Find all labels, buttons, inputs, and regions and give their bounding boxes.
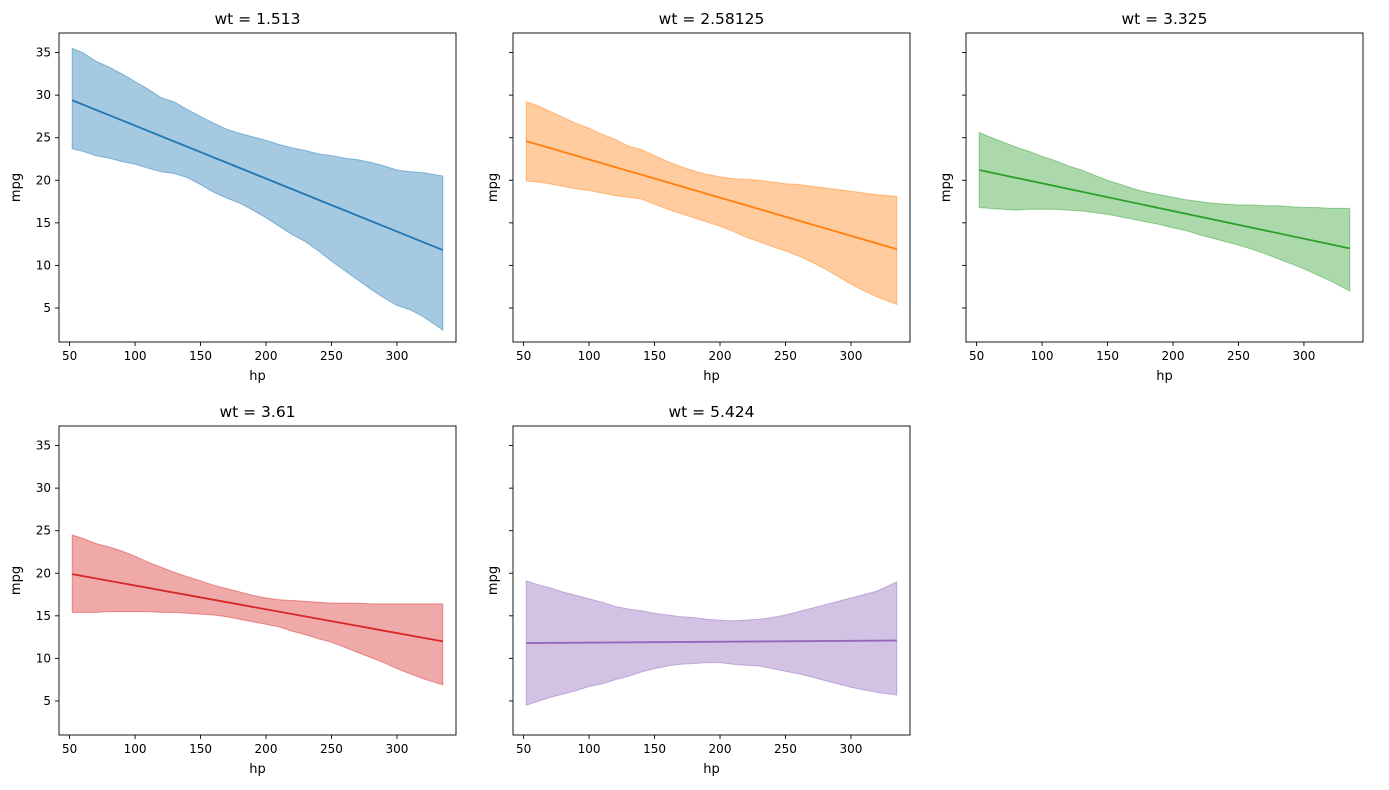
panel-title: wt = 5.424	[669, 403, 755, 421]
y-tick-label: 25	[36, 131, 51, 145]
y-axis-label: mpg	[486, 173, 501, 202]
y-axis-label: mpg	[9, 566, 24, 595]
x-tick-label: 50	[62, 349, 77, 363]
x-tick-label: 150	[189, 742, 212, 756]
x-tick-label: 100	[124, 349, 147, 363]
y-tick-label: 25	[36, 524, 51, 538]
y-tick-label: 15	[36, 609, 51, 623]
x-tick-label: 100	[124, 742, 147, 756]
panels: 50 100 150 200 250 300 5 10 15 20 25 30 35 hp mpg wt = …	[9, 10, 1364, 777]
x-tick-label: 200	[709, 742, 732, 756]
x-tick-label: 250	[774, 349, 797, 363]
x-axis-label: hp	[703, 369, 720, 384]
axes-frame	[512, 425, 911, 736]
y-tick-label: 15	[36, 216, 51, 230]
x-tick-label: 300	[385, 742, 408, 756]
confidence-band	[71, 534, 444, 686]
x-axis-label: hp	[249, 369, 266, 384]
x-tick-label: 300	[839, 742, 862, 756]
x-tick-label: 250	[320, 742, 343, 756]
fit-line	[71, 99, 444, 251]
y-tick-label: 35	[36, 439, 51, 453]
x-tick-label: 150	[643, 742, 666, 756]
axes-frame	[58, 32, 457, 343]
panel-title: wt = 2.58125	[659, 10, 765, 28]
confidence-band	[71, 47, 444, 332]
x-tick-label: 50	[516, 742, 531, 756]
x-tick-label: 250	[1227, 349, 1250, 363]
axes-frame	[58, 425, 457, 736]
x-tick-label: 100	[578, 349, 601, 363]
x-tick-label: 150	[189, 349, 212, 363]
panel-2: 50 100 150 200 250 300 hp mpg wt = 2.58125	[486, 10, 911, 384]
x-tick-label: 200	[255, 349, 278, 363]
panel-3: 50 100 150 200 250 300 hp mpg wt = 3.325	[939, 10, 1364, 384]
panel-1: 50 100 150 200 250 300 5 10 15 20 25 30 35 hp mpg wt = …	[9, 10, 457, 384]
y-tick-label: 20	[36, 173, 51, 187]
x-axis-label: hp	[249, 762, 266, 777]
x-axis-label: hp	[703, 762, 720, 777]
y-tick-label: 35	[36, 46, 51, 60]
x-tick-label: 300	[385, 349, 408, 363]
y-tick-label: 30	[36, 88, 51, 102]
axes-frame	[512, 32, 911, 343]
y-tick-label: 5	[43, 694, 51, 708]
panel-title: wt = 3.61	[219, 403, 295, 421]
x-tick-label: 250	[320, 349, 343, 363]
x-tick-label: 150	[643, 349, 666, 363]
x-axis-label: hp	[1156, 369, 1173, 384]
y-tick-label: 10	[36, 258, 51, 272]
fit-line	[72, 573, 443, 643]
x-tick-label: 250	[774, 742, 797, 756]
panel-4: 50 100 150 200 250 300 5 10 15 20 25 30 35 hp mpg wt = …	[9, 403, 457, 777]
y-tick-label: 20	[36, 566, 51, 580]
panel-5: 50 100 150 200 250 300 hp mpg wt = 5.424	[486, 403, 911, 777]
x-tick-label: 300	[839, 349, 862, 363]
x-tick-label: 200	[255, 742, 278, 756]
y-tick-label: 10	[36, 651, 51, 665]
y-tick-label: 5	[43, 301, 51, 315]
panel-title: wt = 1.513	[215, 10, 301, 28]
fit-line	[979, 169, 1350, 250]
fit-line	[525, 140, 898, 251]
confidence-band	[525, 101, 898, 306]
x-tick-label: 100	[1031, 349, 1054, 363]
x-tick-label: 200	[709, 349, 732, 363]
axes-frame	[965, 32, 1364, 343]
confidence-band	[525, 580, 898, 706]
panel-title: wt = 3.325	[1122, 10, 1208, 28]
x-tick-label: 50	[516, 349, 531, 363]
fit-line	[526, 639, 897, 644]
y-axis-label: mpg	[9, 173, 24, 202]
x-tick-label: 100	[578, 742, 601, 756]
x-tick-label: 50	[969, 349, 984, 363]
y-tick-label: 30	[36, 481, 51, 495]
x-tick-label: 200	[1162, 349, 1185, 363]
x-tick-label: 50	[62, 742, 77, 756]
x-tick-label: 300	[1292, 349, 1315, 363]
y-axis-label: mpg	[486, 566, 501, 595]
confidence-band	[978, 131, 1351, 292]
x-tick-label: 150	[1096, 349, 1119, 363]
y-axis-label: mpg	[939, 173, 954, 202]
